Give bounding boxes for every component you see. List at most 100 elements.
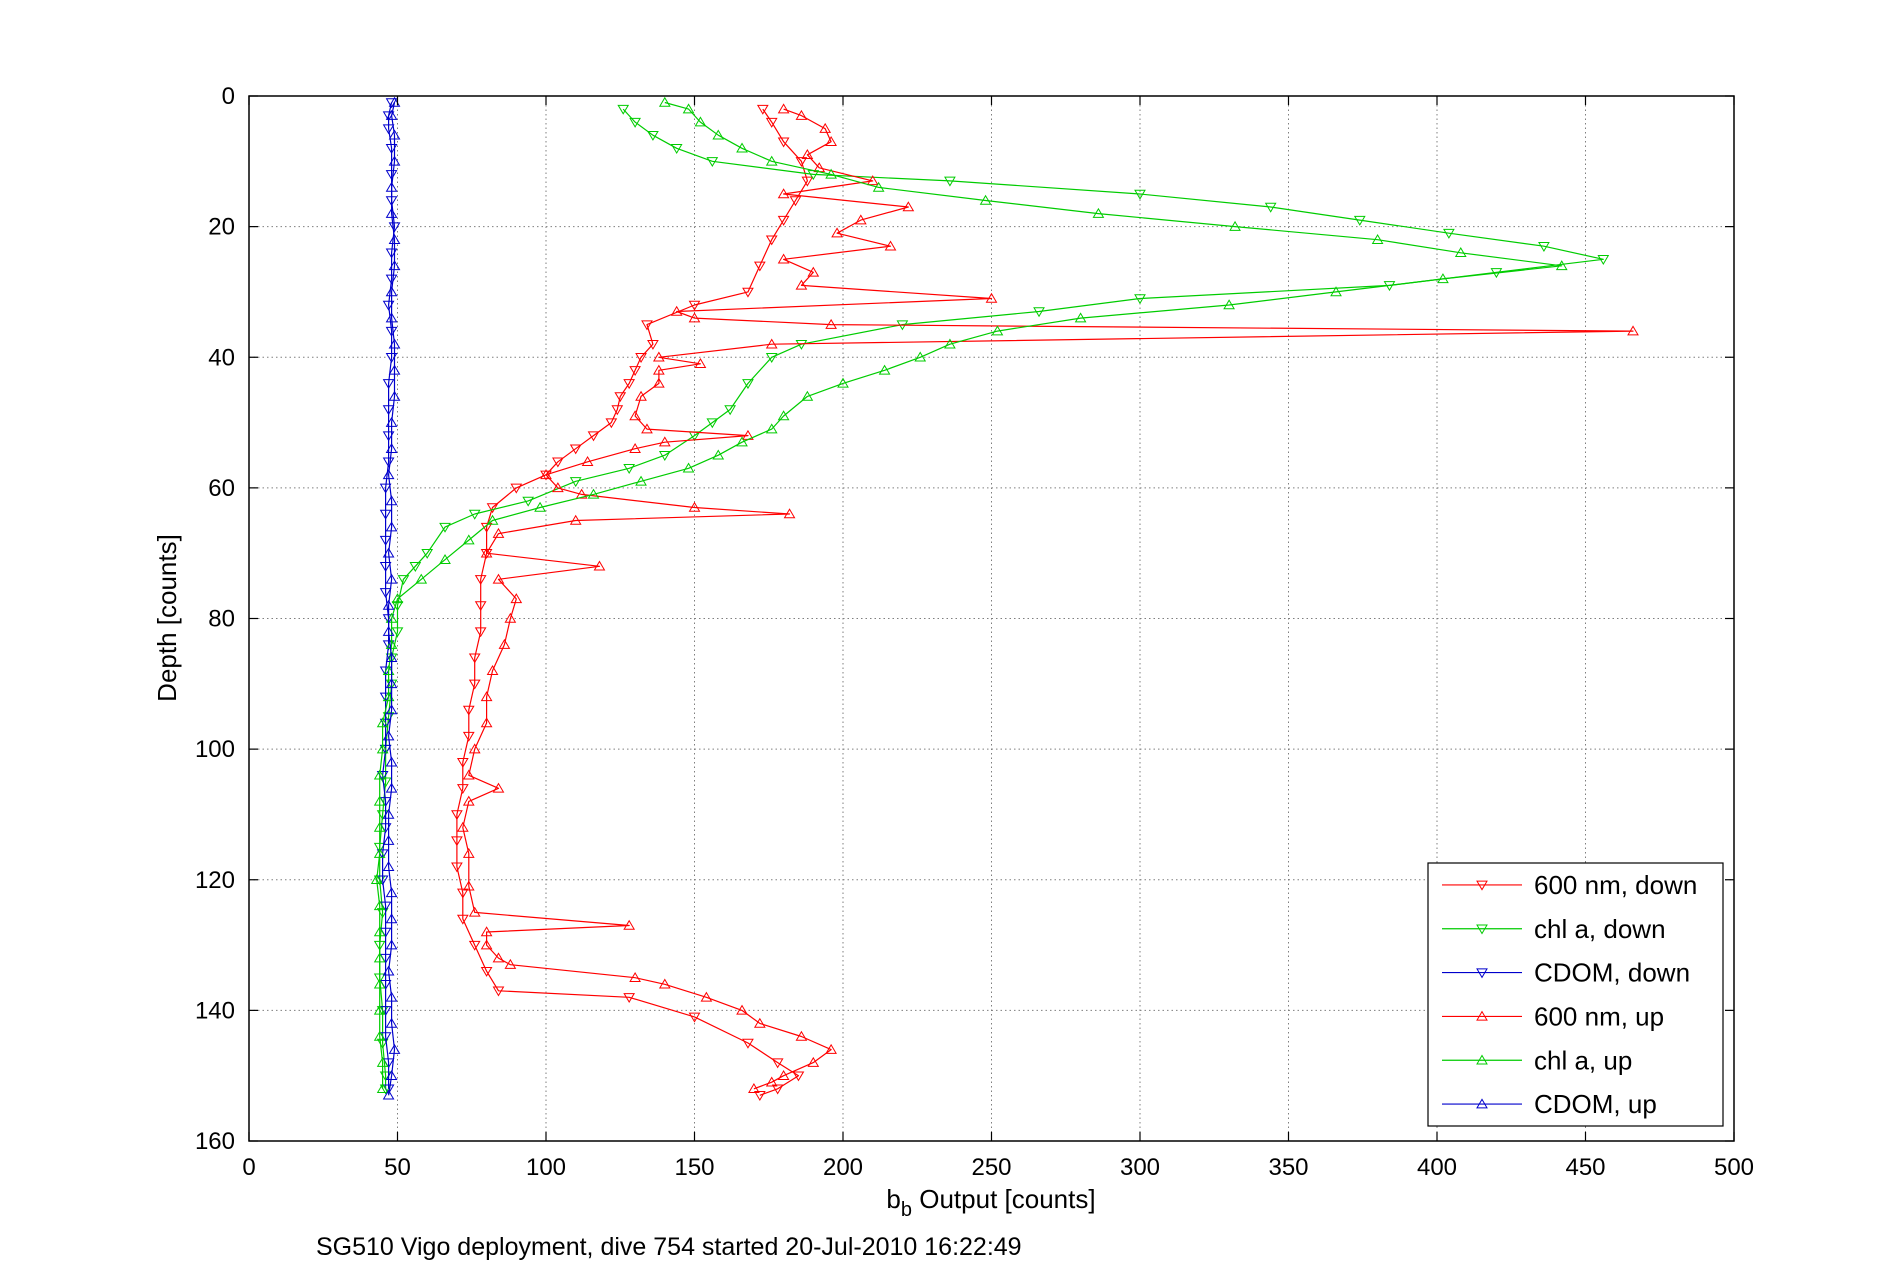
data-point xyxy=(552,482,564,493)
data-point xyxy=(1555,260,1568,271)
data-point xyxy=(1134,189,1146,200)
x-tick-label: 400 xyxy=(1417,1154,1457,1181)
data-point xyxy=(540,470,552,481)
data-point xyxy=(652,377,665,388)
data-point xyxy=(902,201,915,212)
data-point xyxy=(451,862,463,873)
data-point xyxy=(385,495,398,506)
data-point xyxy=(534,501,546,512)
data-point xyxy=(474,627,487,638)
series-0 xyxy=(451,104,814,1102)
data-point xyxy=(872,181,885,192)
data-point xyxy=(373,952,386,963)
data-point xyxy=(376,1056,389,1067)
data-point xyxy=(373,978,386,989)
legend-item: CDOM, up xyxy=(1442,1089,1657,1119)
data-point xyxy=(379,535,392,546)
data-point xyxy=(765,353,778,363)
data-point xyxy=(629,442,641,453)
data-point xyxy=(373,926,386,937)
data-point xyxy=(382,405,395,416)
data-point xyxy=(462,769,475,780)
data-point xyxy=(795,109,808,120)
data-point xyxy=(629,366,641,377)
data-point xyxy=(468,653,481,664)
data-point xyxy=(385,326,398,337)
data-point xyxy=(510,483,523,494)
data-point xyxy=(771,1058,784,1069)
data-point xyxy=(866,175,879,186)
data-point xyxy=(385,913,398,924)
data-point xyxy=(379,509,392,520)
data-point xyxy=(382,547,395,558)
data-point xyxy=(385,109,398,120)
data-point xyxy=(385,638,398,649)
legend-item: chl a, down xyxy=(1442,914,1666,944)
data-point xyxy=(382,599,395,610)
data-point xyxy=(385,1069,398,1080)
data-point xyxy=(382,124,395,135)
data-point xyxy=(617,104,630,115)
data-point xyxy=(944,338,956,349)
data-point xyxy=(468,679,481,690)
data-point xyxy=(373,847,386,858)
data-point xyxy=(979,194,992,205)
data-point xyxy=(688,1012,701,1023)
data-point xyxy=(742,287,754,298)
data-point xyxy=(480,547,493,558)
data-point xyxy=(451,810,463,821)
x-tick-label: 500 xyxy=(1714,1154,1754,1181)
data-point xyxy=(1371,233,1384,244)
data-point xyxy=(688,300,701,311)
data-point xyxy=(801,390,814,401)
data-point xyxy=(753,1017,766,1028)
series-line xyxy=(388,102,396,1096)
y-tick-label: 100 xyxy=(195,736,235,763)
data-point xyxy=(795,1030,808,1041)
legend-swatch-marker xyxy=(1476,1098,1488,1109)
data-point xyxy=(1229,220,1241,231)
data-point xyxy=(623,993,636,1004)
data-point xyxy=(385,756,398,767)
x-tick-label: 350 xyxy=(1268,1154,1308,1181)
data-point xyxy=(765,235,778,246)
data-point xyxy=(385,651,398,662)
data-point xyxy=(795,339,808,350)
data-point xyxy=(451,836,463,847)
data-point xyxy=(385,521,398,532)
x-axis-title-rest: Output [counts] xyxy=(912,1184,1096,1214)
data-point xyxy=(724,405,737,416)
data-point xyxy=(415,573,428,584)
data-point xyxy=(492,782,505,793)
data-point xyxy=(611,405,624,416)
data-point xyxy=(777,410,790,421)
data-point xyxy=(647,339,659,350)
data-point xyxy=(825,1043,837,1054)
data-point xyxy=(397,575,410,586)
data-point xyxy=(742,379,754,390)
data-point xyxy=(688,501,701,512)
data-point xyxy=(682,462,695,473)
data-point xyxy=(742,1038,754,1049)
data-point xyxy=(388,364,401,375)
data-point xyxy=(498,638,511,649)
data-point xyxy=(652,351,665,362)
data-point xyxy=(777,253,790,264)
data-point xyxy=(382,1089,395,1100)
data-point xyxy=(370,874,383,884)
data-point xyxy=(635,475,647,486)
data-point xyxy=(807,266,820,277)
data-point xyxy=(1134,294,1146,305)
data-point xyxy=(1454,247,1467,257)
data-point xyxy=(456,784,469,795)
y-tick-label: 60 xyxy=(208,475,235,502)
data-point xyxy=(552,457,564,468)
data-point xyxy=(492,573,505,584)
data-point xyxy=(1437,273,1449,284)
data-point xyxy=(388,1043,401,1054)
data-point xyxy=(388,129,401,140)
data-point xyxy=(884,240,897,251)
data-point xyxy=(382,808,395,819)
data-point xyxy=(623,379,636,390)
